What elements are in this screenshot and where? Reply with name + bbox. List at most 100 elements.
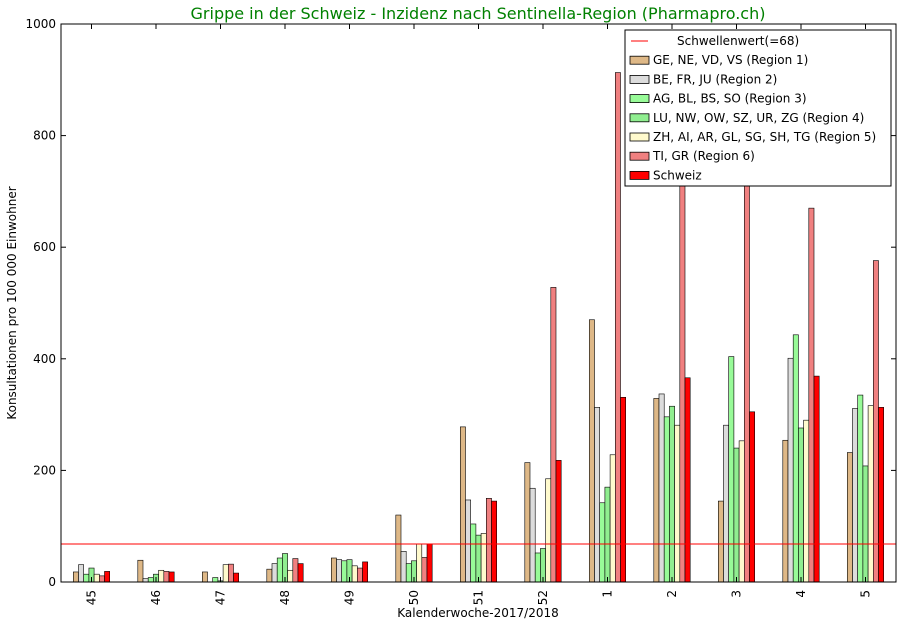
bar <box>540 548 546 583</box>
x-tick-label: 51 <box>472 590 486 605</box>
bar <box>405 563 412 583</box>
x-axis: 45 46 47 48 49 50 51 52 1 2 3 4 5 <box>85 24 873 605</box>
bar <box>465 499 471 583</box>
bar <box>480 533 487 583</box>
bar <box>491 500 497 583</box>
x-tick-label: 2 <box>665 590 679 598</box>
x-tick-label: 1 <box>601 590 615 598</box>
bar <box>421 557 428 583</box>
x-tick-label: 45 <box>85 590 99 605</box>
bar <box>798 427 804 583</box>
legend-label: LU, NW, OW, SZ, UR, ZG (Region 4) <box>653 111 864 125</box>
legend-swatch <box>629 151 650 161</box>
bar <box>158 569 165 583</box>
bar <box>728 356 735 583</box>
bar <box>341 560 348 583</box>
bar <box>212 577 219 583</box>
legend-label: TI, GR (Region 6) <box>652 149 755 163</box>
x-tick-label: 3 <box>730 590 744 598</box>
bar <box>792 334 799 583</box>
legend-swatch <box>629 55 650 65</box>
y-axis-label: Konsultationen pro 100 000 Einwohner <box>5 186 19 419</box>
bar <box>599 502 606 583</box>
bar <box>395 514 402 583</box>
legend-swatch <box>629 132 650 142</box>
y-tick-label: 400 <box>33 352 56 366</box>
bar <box>485 497 492 583</box>
legend-box <box>624 29 892 187</box>
bar <box>872 260 879 583</box>
bar <box>475 534 482 583</box>
bar <box>73 571 79 583</box>
bar <box>609 454 616 583</box>
bar <box>202 571 208 583</box>
bar <box>356 567 363 583</box>
x-tick-label: 50 <box>407 590 421 605</box>
y-tick-label: 800 <box>33 129 56 143</box>
bar <box>287 569 294 583</box>
y-tick-label: 200 <box>33 463 56 477</box>
bar <box>857 394 864 583</box>
bar <box>142 578 149 583</box>
bar <box>228 563 234 583</box>
y-tick-label: 600 <box>33 240 56 254</box>
bar <box>813 375 820 583</box>
bar <box>426 543 433 583</box>
bar <box>545 478 552 583</box>
bar <box>459 426 466 583</box>
bar <box>99 575 105 583</box>
bar <box>658 393 665 583</box>
bar <box>163 571 170 583</box>
bar <box>470 523 477 583</box>
bar <box>524 462 531 583</box>
bar <box>867 405 874 583</box>
bar <box>862 465 869 583</box>
bar <box>717 500 724 583</box>
y-tick-label: 1000 <box>25 17 56 31</box>
x-tick-label: 5 <box>859 590 873 598</box>
legend-swatch <box>629 170 650 180</box>
bar <box>336 559 342 583</box>
bar <box>93 573 100 583</box>
x-axis-label: Kalenderwoche-2017/2018 <box>397 606 558 620</box>
bar <box>416 543 423 583</box>
y-tick-label: 0 <box>48 575 56 589</box>
bar <box>276 557 283 583</box>
bar <box>878 407 884 583</box>
legend-swatch <box>629 113 650 123</box>
y-axis: 0 200 400 600 800 1000 <box>25 17 896 589</box>
x-tick-label: 46 <box>149 590 163 605</box>
bar <box>222 564 229 583</box>
bar <box>362 561 368 583</box>
x-tick-label: 52 <box>536 590 550 605</box>
bar <box>330 557 337 583</box>
legend-label: Schwellenwert(=68) <box>677 34 799 48</box>
bar <box>684 377 691 583</box>
bar <box>808 207 815 583</box>
legend-label: AG, BL, BS, SO (Region 3) <box>653 92 807 106</box>
x-tick-label: 4 <box>794 590 808 598</box>
bar <box>555 460 562 583</box>
legend-label: GE, NE, VD, VS (Region 1) <box>653 53 808 67</box>
bar <box>168 571 175 583</box>
bar <box>749 411 755 583</box>
bar <box>782 439 789 583</box>
bar <box>400 551 407 583</box>
legend: Schwellenwert(=68) GE, NE, VD, VS (Region… <box>624 29 892 187</box>
bar <box>614 72 621 583</box>
bar <box>846 452 853 583</box>
bar <box>738 440 745 583</box>
bar <box>803 419 810 583</box>
bar <box>104 571 110 583</box>
x-tick-label: 49 <box>343 590 357 605</box>
bar <box>669 405 675 583</box>
bar <box>787 357 794 583</box>
bar <box>297 563 304 583</box>
legend-swatch <box>629 75 650 84</box>
legend-label: Schweiz <box>653 168 702 182</box>
bar <box>351 565 358 583</box>
bar <box>723 424 729 583</box>
bar <box>147 577 154 583</box>
bar <box>550 287 557 583</box>
